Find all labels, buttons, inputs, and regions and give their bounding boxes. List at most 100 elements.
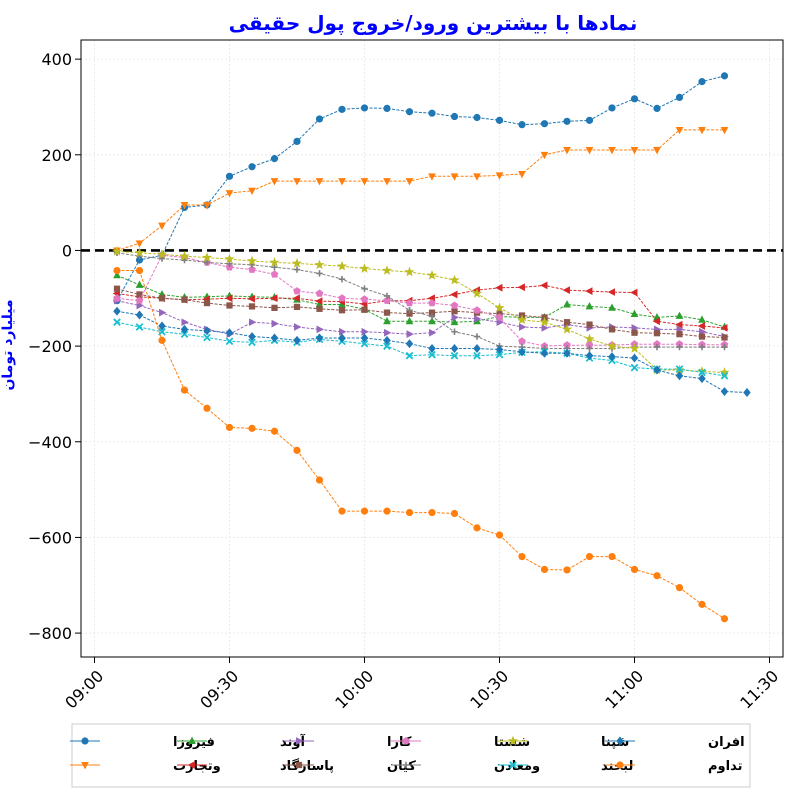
data-point — [336, 260, 348, 271]
data-point — [495, 172, 504, 180]
data-point — [743, 388, 751, 397]
data-point — [699, 327, 707, 336]
data-point — [406, 307, 413, 314]
data-point — [156, 248, 168, 259]
data-point — [134, 247, 145, 258]
data-point — [428, 344, 436, 353]
data-point — [270, 427, 279, 435]
data-point — [203, 333, 211, 342]
data-point — [181, 296, 188, 303]
data-point — [563, 300, 571, 308]
data-point — [248, 338, 256, 347]
data-point — [719, 367, 730, 377]
data-point — [113, 294, 121, 302]
axes: 400 200 0 −200 −400 −600 −800 09:00 09:30 10:00 10… — [28, 50, 782, 712]
data-point — [562, 286, 570, 295]
data-point — [292, 294, 300, 303]
series-line — [117, 270, 725, 620]
series-line — [116, 288, 725, 338]
data-point — [608, 326, 616, 333]
data-point — [653, 104, 661, 112]
data-point — [135, 280, 144, 288]
data-point — [360, 295, 369, 303]
data-point — [293, 446, 301, 454]
data-point — [518, 170, 526, 179]
data-point — [113, 306, 121, 316]
data-point — [629, 343, 640, 353]
data-point — [360, 507, 369, 515]
data-point — [561, 324, 573, 334]
data-point — [315, 476, 324, 484]
data-point — [720, 126, 729, 135]
data-point — [652, 317, 660, 326]
legend-marker — [402, 736, 410, 745]
data-point — [450, 351, 459, 360]
data-point — [360, 333, 369, 343]
data-point — [270, 155, 279, 163]
data-point — [720, 72, 729, 80]
data-point — [383, 104, 391, 112]
data-point — [586, 321, 593, 328]
data-point — [158, 336, 166, 344]
data-point — [473, 306, 481, 314]
data-point — [450, 317, 459, 326]
data-point — [225, 172, 234, 180]
legend-label: افران — [708, 735, 745, 750]
data-point — [517, 283, 525, 292]
data-point — [630, 147, 639, 155]
data-point — [158, 321, 166, 331]
legend-marker — [296, 737, 304, 745]
data-point — [383, 316, 391, 325]
data-point — [675, 320, 683, 329]
data-point — [247, 294, 255, 303]
data-point — [315, 115, 324, 123]
data-point — [338, 507, 346, 515]
data-point — [315, 289, 324, 297]
data-point — [404, 266, 415, 277]
data-point — [179, 250, 190, 261]
data-point — [158, 327, 166, 336]
data-point — [450, 344, 459, 353]
data-point — [630, 565, 639, 574]
data-point — [248, 424, 256, 432]
data-point — [339, 327, 347, 336]
legend-label: پاسارگاد — [280, 758, 334, 774]
data-point — [697, 322, 705, 330]
data-point — [540, 348, 549, 358]
data-point — [450, 290, 458, 299]
legend-label: ومعادن — [494, 759, 540, 774]
series-10 — [113, 306, 751, 397]
legend-marker — [188, 736, 196, 744]
chart-title: نمادها با بیشترین ورود/خروج پول حقیقی — [229, 11, 638, 36]
data-point — [225, 190, 234, 198]
data-point — [606, 340, 618, 351]
data-point — [271, 263, 278, 271]
data-point — [585, 116, 594, 124]
data-point — [495, 313, 504, 321]
data-point — [720, 371, 729, 380]
data-point — [405, 508, 414, 517]
data-point — [451, 308, 458, 315]
data-point — [698, 368, 706, 377]
data-point — [653, 572, 661, 580]
data-point — [516, 314, 528, 325]
legend-marker — [187, 761, 195, 769]
data-point — [111, 246, 123, 256]
data-point — [158, 222, 166, 230]
data-point — [361, 327, 369, 336]
series-line — [116, 284, 725, 329]
data-point — [203, 299, 211, 307]
data-point — [473, 333, 481, 340]
data-point — [721, 343, 728, 351]
data-point — [721, 334, 728, 341]
data-point — [315, 297, 323, 306]
y-tick-label: 400 — [41, 50, 72, 69]
data-point — [159, 308, 167, 317]
data-point — [473, 351, 481, 360]
data-point — [201, 252, 213, 262]
data-point — [563, 348, 571, 358]
data-point — [428, 350, 436, 359]
data-point — [135, 310, 144, 320]
data-point — [518, 552, 526, 561]
